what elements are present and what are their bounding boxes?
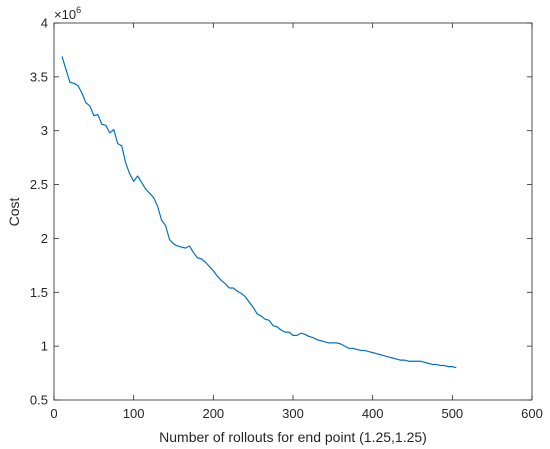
y-tick-label: 1.5 xyxy=(30,285,48,300)
y-axis-title: Cost xyxy=(6,198,22,227)
x-axis-title: Number of rollouts for end point (1.25,1… xyxy=(159,429,427,445)
x-tick-label: 200 xyxy=(202,406,224,421)
y-tick-label: 2 xyxy=(41,231,48,246)
x-tick-label: 300 xyxy=(282,406,304,421)
y-tick-label: 2.5 xyxy=(30,177,48,192)
series-layer xyxy=(61,56,457,369)
y-exponent-base: ×10 xyxy=(54,7,76,22)
x-tick-label: 100 xyxy=(123,406,145,421)
x-tick-label: 500 xyxy=(441,406,463,421)
y-tick-label: 3 xyxy=(41,123,48,138)
y-tick-label: 4 xyxy=(41,16,48,31)
x-tick-label: 400 xyxy=(362,406,384,421)
cost-series-line xyxy=(61,56,457,369)
x-tick-label: 600 xyxy=(521,406,543,421)
y-axis-ticks: 0.5 1 1.5 2 2.5 3 3.5 4 xyxy=(30,16,532,408)
y-tick-label: 1 xyxy=(41,339,48,354)
y-tick-label: 3.5 xyxy=(30,69,48,84)
y-exponent-power: 6 xyxy=(76,5,81,15)
x-tick-label: 0 xyxy=(50,406,57,421)
y-exponent-label: ×106 xyxy=(54,5,81,22)
x-axis-ticks: 0 100 200 300 400 500 600 xyxy=(50,23,543,421)
plot-area xyxy=(53,22,533,401)
y-tick-label: 0.5 xyxy=(30,393,48,408)
